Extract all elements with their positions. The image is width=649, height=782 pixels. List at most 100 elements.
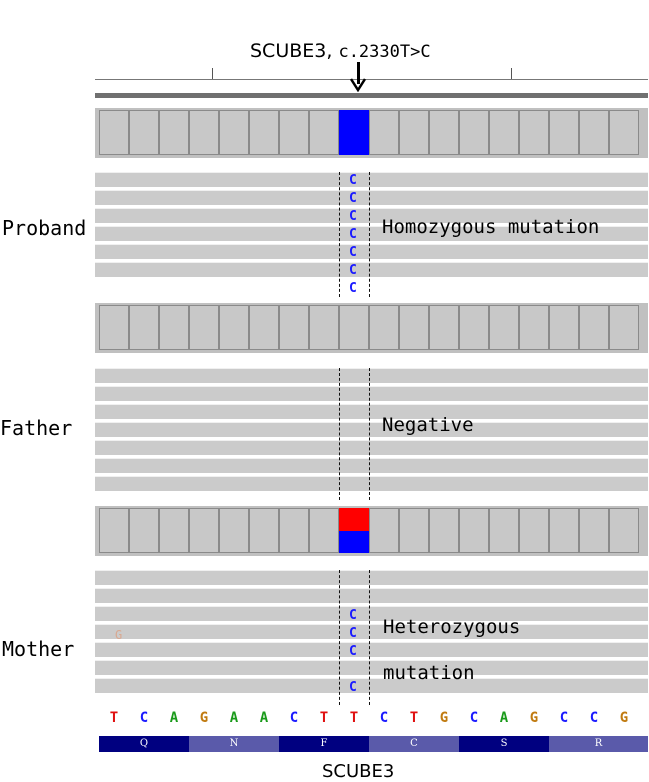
reference-base: A (229, 710, 239, 726)
coverage-cell (249, 508, 279, 553)
track-divider (95, 93, 648, 98)
reference-base: A (259, 710, 269, 726)
reference-base: G (619, 710, 629, 726)
reference-base: G (439, 710, 449, 726)
mother-coverage-track (95, 506, 648, 556)
coverage-cell (399, 508, 429, 553)
read-row (95, 226, 648, 241)
coverage-cell (459, 305, 489, 350)
read-row (95, 440, 648, 455)
coverage-cell (519, 110, 549, 155)
variant-column-guide (339, 570, 340, 705)
father-annotation: Negative (382, 414, 474, 436)
coverage-cell (159, 508, 189, 553)
coverage-cell (549, 110, 579, 155)
mother-annotation-line2: mutation (383, 662, 475, 684)
coverage-cell (99, 110, 129, 155)
reference-base: C (559, 710, 569, 726)
stray-base: G (115, 628, 123, 642)
coverage-cell (459, 110, 489, 155)
reference-base: T (409, 710, 419, 726)
amino-acid-cell: Q (99, 736, 189, 752)
coverage-cell (579, 110, 609, 155)
amino-acid-cell: F (279, 736, 369, 752)
mother-annotation-line1: Heterozygous (383, 616, 521, 638)
coverage-cell (279, 508, 309, 553)
coverage-cell (549, 508, 579, 553)
coverage-cell (429, 508, 459, 553)
mother-label: Mother (2, 637, 75, 661)
proband-coverage-track (95, 108, 648, 158)
coverage-cell (519, 305, 549, 350)
coverage-cell (279, 110, 309, 155)
coverage-cell (609, 508, 639, 553)
read-alt-base: C (349, 227, 357, 242)
coverage-cell (549, 305, 579, 350)
father-coverage-track (95, 303, 648, 353)
coverage-cell (219, 110, 249, 155)
amino-acid-cell: R (549, 736, 648, 752)
coverage-cell (339, 508, 369, 553)
variant-title: SCUBE3, c.2330T>C (250, 40, 431, 62)
coverage-cell (309, 110, 339, 155)
coverage-cell (399, 110, 429, 155)
father-reads (95, 368, 648, 500)
arrow-down-icon (357, 62, 360, 84)
coverage-cell (399, 305, 429, 350)
read-row (95, 458, 648, 473)
reference-base: C (289, 710, 299, 726)
amino-acid-cell: N (189, 736, 279, 752)
read-row (95, 190, 648, 205)
read-row (95, 588, 648, 603)
read-row (95, 208, 648, 223)
reference-base: A (499, 710, 509, 726)
arrowhead-icon (350, 78, 367, 92)
read-row (95, 678, 648, 693)
father-label: Father (0, 416, 73, 440)
coverage-cell (219, 508, 249, 553)
variant-column-guide (339, 172, 340, 297)
coverage-cell (489, 305, 519, 350)
reference-base: T (109, 710, 119, 726)
reference-base: G (529, 710, 539, 726)
coverage-cell (489, 110, 519, 155)
read-row (95, 570, 648, 585)
read-alt-base: C (349, 626, 357, 641)
coverage-cell (339, 110, 369, 155)
coverage-cell (219, 305, 249, 350)
coverage-cell (459, 508, 489, 553)
read-alt-base: C (349, 281, 357, 296)
coverage-cell (189, 110, 219, 155)
coverage-cell (369, 508, 399, 553)
coverage-cell (339, 305, 369, 350)
coverage-cell (429, 110, 459, 155)
read-row (95, 262, 648, 277)
reference-base: T (319, 710, 329, 726)
read-alt-base: C (349, 644, 357, 659)
coverage-cell (309, 508, 339, 553)
coverage-cell (519, 508, 549, 553)
reference-base: T (349, 710, 359, 726)
coverage-cell (159, 110, 189, 155)
coverage-cell (129, 508, 159, 553)
reference-base: G (199, 710, 209, 726)
coverage-alt-fill (339, 110, 369, 155)
read-alt-base: C (349, 209, 357, 224)
read-row (95, 660, 648, 675)
coverage-cell (249, 305, 279, 350)
read-row (95, 386, 648, 401)
coverage-cell (309, 305, 339, 350)
coverage-cell (579, 305, 609, 350)
amino-acid-cell: C (369, 736, 459, 752)
coverage-cell (129, 305, 159, 350)
read-row (95, 404, 648, 419)
coverage-cell (609, 305, 639, 350)
coverage-ref-fill (339, 305, 369, 350)
proband-label: Proband (2, 216, 87, 240)
coverage-cell (129, 110, 159, 155)
coverage-cell (99, 508, 129, 553)
coverage-cell (189, 508, 219, 553)
gene-track-label: SCUBE3 (322, 761, 395, 782)
